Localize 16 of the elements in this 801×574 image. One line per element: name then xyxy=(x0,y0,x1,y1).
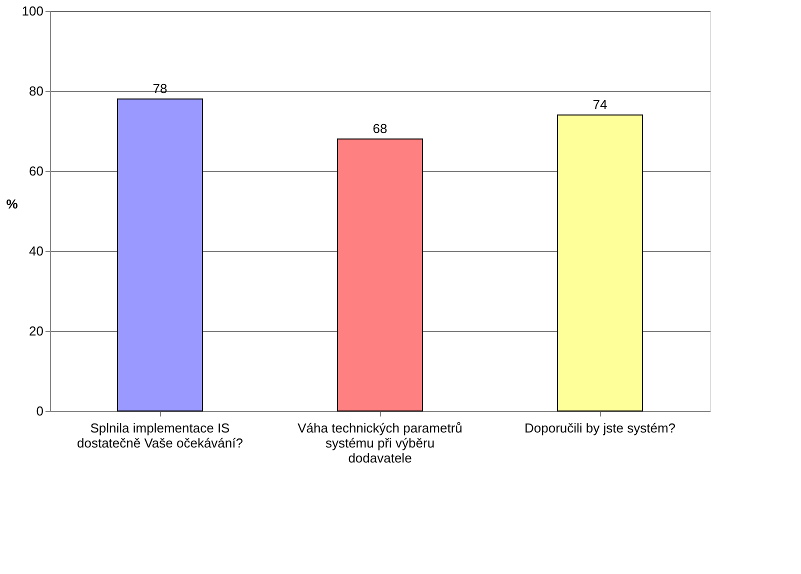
bar xyxy=(557,114,643,412)
data-label: 74 xyxy=(592,97,608,112)
x-tick-label: Váha technických parametrů systému při výběru dodavatele xyxy=(298,420,462,466)
y-tick-label: 40 xyxy=(29,244,44,258)
bar xyxy=(337,138,423,412)
y-tick-label: 100 xyxy=(22,4,44,18)
x-tick-label: Splnila implementace IS dostatečně Vaše očekávání? xyxy=(77,420,243,450)
y-axis-title: % xyxy=(6,196,18,212)
x-tick-label: Doporučili by jste systém? xyxy=(524,420,676,436)
data-label: 68 xyxy=(372,121,388,136)
y-tick-label: 0 xyxy=(36,404,44,418)
y-tick-label: 60 xyxy=(29,164,44,178)
data-label: 78 xyxy=(152,81,168,96)
bar xyxy=(117,98,203,412)
y-tick-label: 20 xyxy=(29,324,44,338)
y-tick-label: 80 xyxy=(29,84,44,98)
